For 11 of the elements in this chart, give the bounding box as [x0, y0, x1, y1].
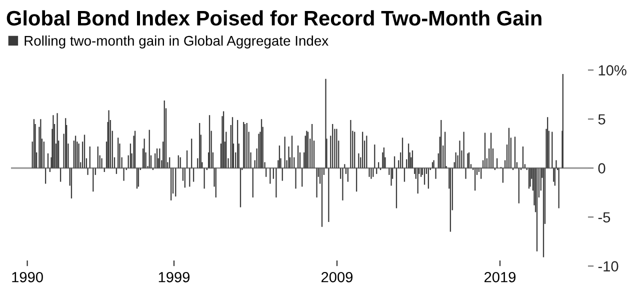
- chart-title: Global Bond Index Poised for Record Two-Month Gain: [6, 10, 542, 26]
- y-tick-label: -10: [598, 261, 618, 272]
- y-tick-label: 10%: [598, 65, 626, 76]
- y-tick-label: 0: [598, 163, 606, 174]
- y-tick-label: 5: [598, 114, 606, 124]
- x-tick-label: 1999: [158, 272, 190, 282]
- x-tick-label: 2009: [322, 272, 353, 282]
- x-tick-label: 2019: [484, 272, 516, 282]
- y-tick-label: -5: [598, 212, 610, 222]
- x-tick-label: 1990: [12, 272, 43, 282]
- legend-label: Rolling two-month gain in Global Aggregate Index: [24, 36, 328, 48]
